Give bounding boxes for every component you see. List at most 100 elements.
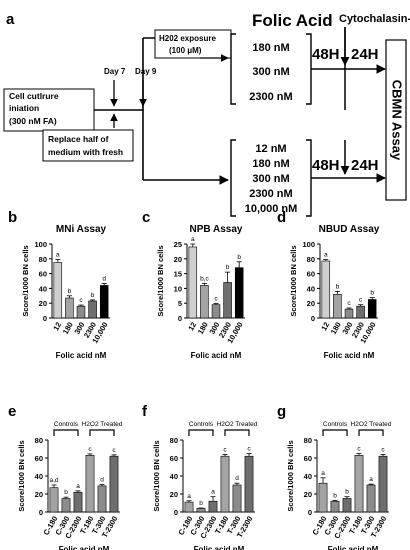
significance-letter: b (237, 254, 241, 261)
significance-letter: b (199, 500, 203, 507)
replace-box-line-1: Replace half of (48, 134, 109, 144)
y-tick-label: 20 (170, 490, 178, 499)
lower-48h: 48H (312, 157, 340, 174)
chart-title: MNi Assay (56, 224, 107, 235)
lower-bracket-right (306, 139, 312, 217)
significance-letter: b (370, 290, 374, 297)
significance-letter: c (223, 446, 227, 453)
bar (367, 299, 377, 319)
x-axis-label: Folic acid nM (191, 351, 242, 360)
y-tick-label: 0 (311, 314, 315, 323)
significance-letter: c (79, 297, 83, 304)
y-axis-label: Score/1000 BN cells (21, 245, 30, 316)
upper-conc-3: 2300 nM (249, 91, 292, 103)
y-tick-label: 20 (307, 299, 315, 308)
y-tick-label: 80 (170, 436, 178, 445)
y-tick-label: 80 (39, 255, 47, 264)
significance-letter: d (102, 276, 106, 283)
day7-label: Day 7 (104, 67, 126, 76)
bar (97, 485, 107, 513)
start-box-line-2: iniation (9, 103, 39, 113)
start-box (3, 88, 95, 132)
lower-24h: 24H (351, 157, 379, 174)
controls-label: Controls (323, 421, 348, 428)
panel-label: e (8, 403, 16, 420)
significance-letter: a,d (49, 477, 58, 484)
treated-label: H2O2 Treated (351, 421, 392, 428)
y-tick-label: 60 (304, 454, 312, 463)
significance-letter: a (187, 493, 191, 500)
bar (53, 262, 63, 319)
y-tick-label: 0 (174, 508, 178, 517)
y-tick-label: 60 (39, 270, 47, 279)
bar (344, 308, 354, 319)
significance-letter: c (214, 295, 218, 302)
h2o2-box (154, 29, 232, 59)
bar (200, 285, 209, 319)
significance-letter: c (381, 446, 385, 453)
upper-conc-2: 300 nM (252, 66, 289, 78)
significance-letter: c (357, 446, 361, 453)
treated-bracket (224, 429, 250, 436)
bar (232, 484, 242, 513)
lower-bracket-left (230, 139, 236, 217)
chart-title: NPB Assay (190, 224, 243, 235)
bar (109, 455, 119, 513)
x-axis-label: Folic acid nM (59, 545, 110, 550)
lower-conc-1: 12 nM (255, 143, 286, 155)
y-tick-label: 60 (307, 270, 315, 279)
significance-letter: c (247, 446, 251, 453)
y-tick-label: 80 (307, 255, 315, 264)
significance-letter: b (226, 264, 230, 271)
significance-letter: b (64, 489, 68, 496)
bar (366, 484, 376, 513)
cbmn-assay-label: CBMN Assay (390, 80, 405, 161)
x-tick-label: 12 (319, 320, 331, 332)
h2o2-line-2: (100 μM) (169, 46, 202, 55)
y-tick-label: 5 (178, 299, 182, 308)
start-box-line-1: Cell cutlrure (9, 91, 59, 101)
panel-label: g (277, 403, 286, 420)
bar (220, 455, 230, 513)
significance-letter: a (76, 483, 80, 490)
significance-letter: b (345, 489, 349, 496)
panel-label: d (277, 209, 286, 226)
upper-bracket-left (230, 33, 236, 105)
significance-letter: a (56, 252, 60, 259)
controls-bracket (53, 429, 79, 436)
bar (196, 508, 206, 513)
bar (234, 267, 244, 319)
x-axis-label: Folic acid nM (56, 351, 107, 360)
bar (99, 285, 109, 319)
lower-conc-5: 10,000 nM (245, 203, 298, 215)
y-tick-label: 80 (304, 436, 312, 445)
treated-label: H2O2 Treated (82, 421, 123, 428)
upper-48h: 48H (312, 46, 340, 63)
y-axis-label: Score/1000 BN cells (152, 440, 161, 511)
significance-letter: c (347, 300, 351, 307)
significance-letter: a (321, 470, 325, 477)
bar (223, 282, 232, 319)
y-tick-label: 100 (302, 240, 315, 249)
panel-label: b (8, 209, 17, 226)
bar (321, 260, 331, 319)
bar (244, 455, 254, 513)
day9-label: Day 9 (135, 67, 157, 76)
bar (65, 297, 74, 319)
chart-npb-assay: c NPB Assay 0 5 10 15 20 25 Score/1000 BN cells a… (142, 209, 245, 360)
significance-letter: a (324, 252, 328, 259)
controls-bracket (188, 429, 214, 436)
panel-label: c (142, 209, 150, 226)
controls-label: Controls (54, 421, 79, 428)
bar (378, 455, 388, 513)
y-tick-label: 20 (174, 255, 182, 264)
bar (61, 498, 71, 513)
significance-letter: a (369, 476, 373, 483)
y-tick-label: 40 (307, 284, 315, 293)
bar (184, 501, 194, 513)
significance-letter: b (91, 292, 95, 299)
